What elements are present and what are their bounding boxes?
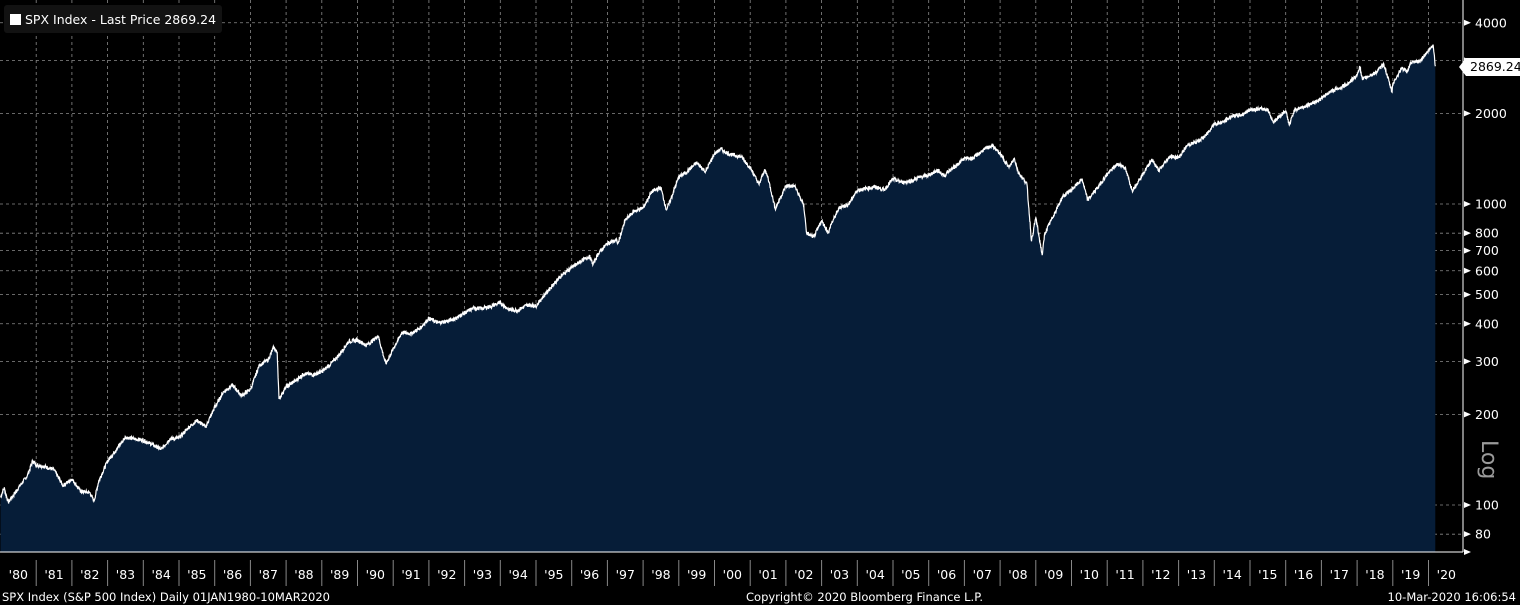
x-tick-label: '11 — [1115, 567, 1134, 582]
y-tick-label: 700 — [1475, 243, 1499, 258]
x-tick-label: '16 — [1294, 567, 1313, 582]
y-tick-marker — [1464, 291, 1471, 298]
x-tick-label: '95 — [544, 567, 563, 582]
x-tick-label: '13 — [1187, 567, 1206, 582]
y-tick-label: 400 — [1475, 316, 1499, 331]
x-tick-label: '91 — [401, 567, 420, 582]
x-tick-label: '80 — [9, 567, 28, 582]
y-tick-marker — [1464, 267, 1471, 274]
x-tick-label: '99 — [687, 567, 706, 582]
x-tick-label: '17 — [1330, 567, 1349, 582]
y-tick-marker — [1464, 230, 1471, 237]
footer-security-info: SPX Index (S&P 500 Index) Daily 01JAN198… — [2, 590, 330, 604]
y-tick-marker — [1464, 358, 1471, 365]
x-tick-label: '01 — [758, 567, 777, 582]
x-tick-label: '96 — [580, 567, 599, 582]
y-tick-label: 80 — [1475, 527, 1491, 542]
y-tick-label: 600 — [1475, 263, 1499, 278]
x-tick-label: '98 — [651, 567, 670, 582]
y-tick-marker — [1464, 320, 1471, 327]
x-tick-label: '03 — [830, 567, 849, 582]
x-tick-label: '10 — [1080, 567, 1099, 582]
price-area-fill — [0, 44, 1436, 552]
y-axis: 80 100 200 300 400 500 600 700 800 1000 2000 4000 — [1462, 0, 1507, 555]
x-tick-label: '20 — [1437, 567, 1456, 582]
x-tick-label: '93 — [473, 567, 492, 582]
x-tick-label: '92 — [437, 567, 456, 582]
footer-copyright: Copyright© 2020 Bloomberg Finance L.P. — [746, 590, 983, 604]
y-tick-label: 2000 — [1475, 106, 1507, 121]
price-line — [0, 44, 1436, 504]
y-tick-marker — [1464, 201, 1471, 207]
x-axis: '80 '81 '82 '83 '84 '85 '86 '87 '88 '89 '90 '91 '92 '… — [0, 551, 1463, 586]
legend-label: SPX Index - Last Price 2869.24 — [25, 11, 217, 27]
x-tick-label: '89 — [330, 567, 349, 582]
y-tick-marker — [1464, 549, 1471, 555]
x-tick-label: '14 — [1222, 567, 1241, 582]
y-tick-marker — [1464, 19, 1471, 26]
x-tick-label: '06 — [937, 567, 956, 582]
footer-timestamp: 10-Mar-2020 16:06:54 — [1387, 590, 1516, 604]
x-tick-label: '84 — [151, 567, 170, 582]
x-tick-label: '09 — [1044, 567, 1063, 582]
last-price-label: 2869.24 — [1459, 58, 1520, 76]
x-tick-label: '19 — [1401, 567, 1420, 582]
x-tick-label: '88 — [294, 567, 313, 582]
x-tick-label: '02 — [794, 567, 813, 582]
y-tick-label: 200 — [1475, 407, 1499, 422]
y-tick-label: 800 — [1475, 226, 1499, 241]
y-tick-label: 300 — [1475, 354, 1499, 369]
y-tick-label: 1000 — [1475, 197, 1507, 212]
x-tick-label: '15 — [1258, 567, 1277, 582]
x-tick-label: '81 — [44, 567, 63, 582]
x-tick-label: '90 — [366, 567, 385, 582]
y-tick-marker — [1464, 411, 1471, 418]
x-tick-label: '87 — [259, 567, 278, 582]
x-tick-label: '97 — [616, 567, 635, 582]
x-tick-label: '04 — [865, 567, 884, 582]
y-tick-label: 500 — [1475, 287, 1499, 302]
y-tick-marker — [1464, 531, 1471, 538]
y-tick-label: 100 — [1475, 498, 1499, 513]
x-tick-label: '83 — [116, 567, 135, 582]
x-tick-label: '12 — [1151, 567, 1170, 582]
x-tick-label: '94 — [508, 567, 527, 582]
legend-swatch — [10, 13, 21, 25]
x-tick-label: '82 — [80, 567, 99, 582]
y-tick-marker — [1464, 247, 1471, 254]
y-tick-label: 4000 — [1475, 15, 1507, 30]
x-tick-label: '86 — [223, 567, 242, 582]
log-scale-label: Log — [1476, 440, 1501, 480]
x-tick-label: '08 — [1008, 567, 1027, 582]
x-tick-label: '05 — [901, 567, 920, 582]
y-tick-marker — [1464, 110, 1471, 117]
legend: SPX Index - Last Price 2869.24 — [4, 5, 223, 33]
x-tick-label: '18 — [1365, 567, 1384, 582]
x-tick-label: '00 — [723, 567, 742, 582]
x-tick-label: '07 — [973, 567, 992, 582]
x-tick-label: '85 — [187, 567, 206, 582]
y-tick-marker — [1464, 502, 1471, 508]
